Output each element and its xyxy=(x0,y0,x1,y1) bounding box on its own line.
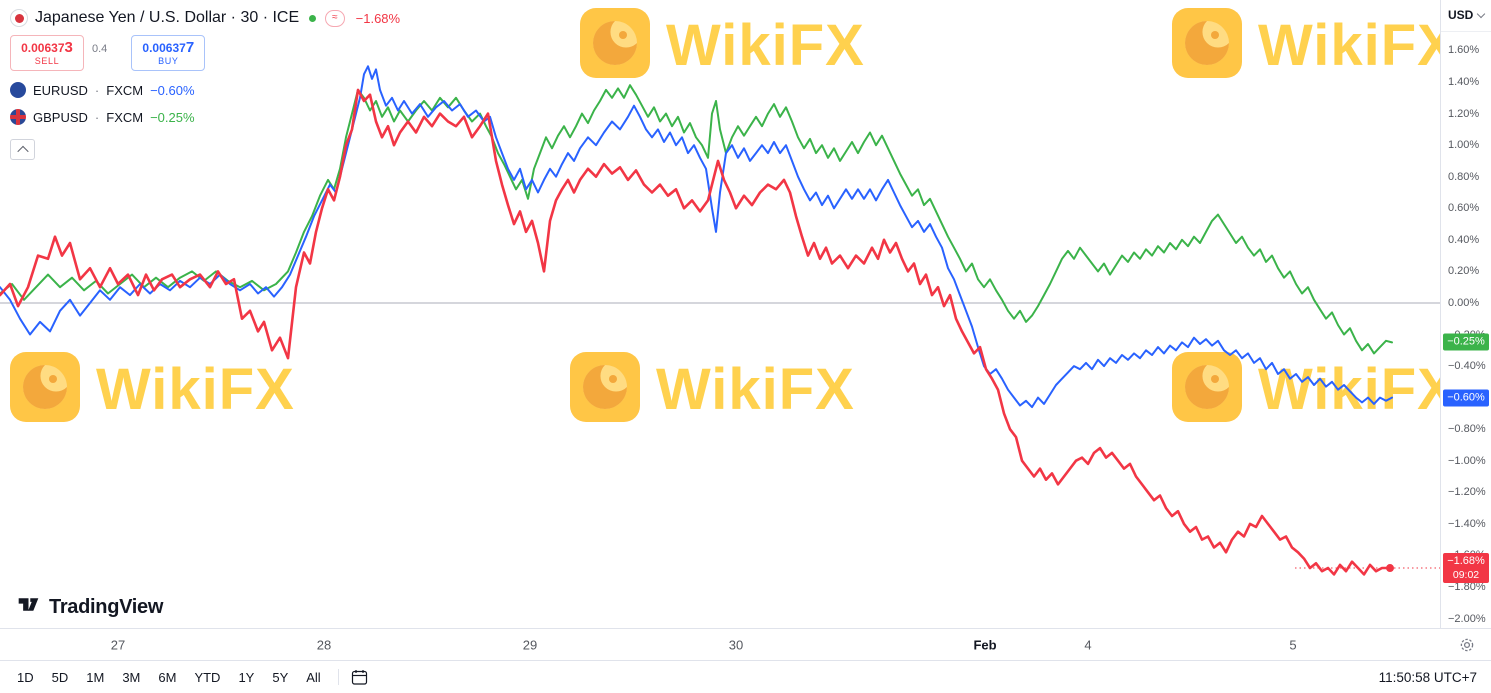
compare-row-eurusd[interactable]: EURUSD · FXCM −0.60% xyxy=(10,82,400,98)
series-line-JPYUSD xyxy=(0,88,1392,576)
bottom-toolbar: 1D 5D 1M 3M 6M YTD 1Y 5Y All 11:50:58 UTC+7 xyxy=(0,660,1491,693)
range-button-5d[interactable]: 5D xyxy=(51,669,69,685)
price-tick: 0.60% xyxy=(1448,202,1480,215)
price-axis[interactable]: USD 1.60% 1.40% 1.20% 1.00% 0.80% 0.60% 0.40% 0… xyxy=(1440,0,1491,628)
compare-change: −0.60% xyxy=(150,82,195,98)
currency-label: USD xyxy=(1448,8,1474,22)
time-axis-label: 5 xyxy=(1289,637,1297,652)
spread-value: 0.4 xyxy=(92,43,108,55)
range-button-1d[interactable]: 1D xyxy=(17,669,34,685)
chevron-up-icon xyxy=(16,145,29,157)
price-tick: 1.60% xyxy=(1448,44,1480,57)
time-axis[interactable]: 27 28 29 30 Feb 4 5 xyxy=(0,628,1491,660)
price-badge-eurusd: −0.60% xyxy=(1443,389,1489,407)
tradingview-logo-text: TradingView xyxy=(49,595,164,618)
compare-change: −0.25% xyxy=(150,109,195,125)
range-button-all[interactable]: All xyxy=(306,669,321,685)
compare-symbol: GBPUSD xyxy=(33,109,88,125)
price-chart[interactable] xyxy=(0,0,1440,628)
go-to-date-button[interactable] xyxy=(347,669,372,686)
sell-button[interactable]: 0.006373 SELL xyxy=(10,35,84,71)
range-button-1m[interactable]: 1M xyxy=(86,669,105,685)
eu-flag-icon xyxy=(10,82,26,98)
price-tick: 1.40% xyxy=(1448,76,1480,89)
range-button-6m[interactable]: 6M xyxy=(158,669,177,685)
price-tick: −1.00% xyxy=(1448,454,1486,467)
chevron-down-icon xyxy=(1477,9,1486,18)
symbol-title[interactable]: Japanese Yen / U.S. Dollar · 30 · ICE xyxy=(35,9,300,26)
chart-legend: Japanese Yen / U.S. Dollar · 30 · ICE ≈ … xyxy=(10,8,400,160)
buy-button[interactable]: 0.006377 BUY xyxy=(131,35,206,71)
compare-exchange: FXCM xyxy=(106,109,144,125)
buy-label: BUY xyxy=(158,55,179,66)
japan-flag-icon xyxy=(10,9,28,27)
price-tick: 1.20% xyxy=(1448,107,1480,120)
price-tick: 0.40% xyxy=(1448,233,1480,246)
toolbar-divider xyxy=(337,669,339,685)
compare-row-gbpusd[interactable]: GBPUSD · FXCM −0.25% xyxy=(10,109,400,125)
range-buttons: 1D 5D 1M 3M 6M YTD 1Y 5Y All xyxy=(8,670,330,685)
legend-collapse-button[interactable] xyxy=(10,139,35,160)
price-tick: 0.20% xyxy=(1448,265,1480,278)
compare-symbol: EURUSD xyxy=(33,82,88,98)
price-badge-jpyusd: −1.68% 09:02 xyxy=(1443,553,1489,584)
tradingview-logo[interactable]: TradingView xyxy=(16,592,163,622)
sell-price: 0.006373 xyxy=(21,38,73,56)
currency-selector[interactable]: USD xyxy=(1448,8,1486,22)
price-tick: −1.20% xyxy=(1448,486,1486,499)
time-axis-label: 30 xyxy=(728,637,744,652)
last-price-dot xyxy=(1386,564,1394,573)
price-tick: −0.40% xyxy=(1448,360,1486,373)
range-button-3m[interactable]: 3M xyxy=(122,669,141,685)
time-axis-label: 29 xyxy=(522,637,538,652)
range-button-ytd[interactable]: YTD xyxy=(194,669,221,685)
price-tick: −0.80% xyxy=(1448,423,1486,436)
time-axis-label: Feb xyxy=(973,637,997,652)
price-tick: −2.00% xyxy=(1448,612,1486,625)
axis-divider xyxy=(1441,31,1491,32)
sell-label: SELL xyxy=(34,55,60,66)
compare-exchange: FXCM xyxy=(106,82,144,98)
session-clock[interactable]: 11:50:58 UTC+7 xyxy=(1378,669,1477,685)
symbol-change-percent: −1.68% xyxy=(355,10,401,26)
market-status-icon xyxy=(309,14,317,22)
time-axis-label: 27 xyxy=(110,637,126,652)
gear-icon[interactable] xyxy=(1459,637,1475,653)
approx-badge: ≈ xyxy=(325,9,345,27)
uk-flag-icon xyxy=(10,109,26,125)
price-tick: 1.00% xyxy=(1448,139,1480,152)
tradingview-logo-icon xyxy=(16,592,41,622)
price-tick: 0.00% xyxy=(1448,296,1480,309)
calendar-icon xyxy=(351,669,367,685)
price-tick: −1.40% xyxy=(1448,517,1486,530)
range-button-1y[interactable]: 1Y xyxy=(238,669,255,685)
time-axis-label: 28 xyxy=(316,637,332,652)
price-tick: −1.80% xyxy=(1448,580,1486,593)
time-axis-label: 4 xyxy=(1084,637,1092,652)
range-button-5y[interactable]: 5Y xyxy=(272,669,289,685)
buy-price: 0.006377 xyxy=(142,38,195,56)
series-line-EURUSD xyxy=(0,65,1393,409)
price-badge-gbpusd: −0.25% xyxy=(1443,333,1489,351)
price-tick: 0.80% xyxy=(1448,170,1480,183)
